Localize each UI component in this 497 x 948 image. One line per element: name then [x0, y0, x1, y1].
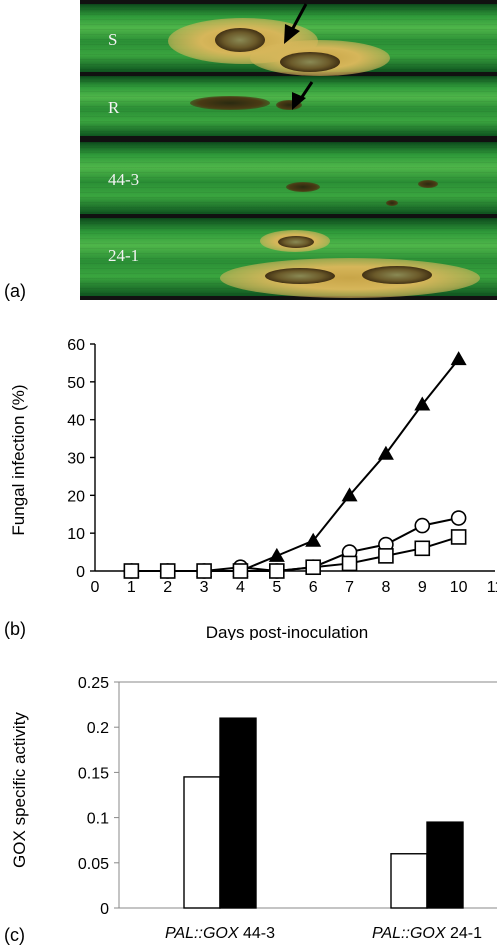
y-tick-label: 30	[67, 451, 85, 468]
x-tick-label: 6	[309, 579, 318, 596]
leaf-label-s: S	[108, 30, 118, 49]
leaf-r	[80, 76, 497, 136]
y-axis-label: GOX specific activity	[10, 712, 29, 868]
y-tick-label: 0.25	[78, 675, 109, 692]
y-tick-label: 20	[67, 488, 85, 505]
y-axis-label: Fungal infection (%)	[9, 384, 28, 535]
x-tick-label: 5	[272, 579, 281, 596]
category-label-italic: PAL::GOX	[165, 925, 240, 942]
panel-label-b: (b)	[4, 619, 26, 639]
square-point	[450, 529, 467, 545]
leaf-label-24-1: 24-1	[108, 246, 140, 265]
x-axis-label: Days post-inoculation	[206, 623, 369, 640]
x-tick-label: 4	[236, 579, 245, 596]
square-point	[269, 563, 285, 579]
square-point	[159, 563, 176, 579]
lesion	[220, 258, 480, 298]
x-category-label: PAL::GOX 24-1	[372, 925, 482, 942]
lesion	[362, 266, 432, 284]
x-tick-label: 11	[487, 579, 497, 596]
triangle-point	[341, 487, 358, 502]
square-point	[341, 555, 358, 572]
lesion	[280, 52, 340, 72]
square-point	[414, 540, 431, 557]
y-tick-label: 0	[76, 564, 85, 581]
arrow-icons	[284, 3, 314, 110]
square-point	[305, 559, 321, 576]
category-label-italic: PAL::GOX	[372, 925, 447, 942]
y-tick-label: 10	[67, 526, 85, 543]
black-bar	[219, 717, 257, 909]
triangle-point	[414, 396, 431, 411]
square-point	[232, 563, 249, 579]
square-point	[196, 563, 212, 579]
arrow-icon	[292, 81, 314, 110]
square-point	[378, 548, 394, 564]
y-tick-label: 0	[100, 901, 109, 918]
y-tick-label: 50	[67, 375, 85, 392]
series-line	[131, 517, 459, 573]
x-tick-label: 1	[127, 579, 136, 596]
leaf-photograph: S R 44-3 24-1	[80, 0, 497, 300]
triangle-point	[268, 547, 285, 562]
leaf-label-44-3: 44-3	[108, 170, 140, 189]
triangle-point	[305, 532, 322, 547]
white-bar	[390, 853, 428, 909]
series-line	[131, 535, 459, 572]
x-category-label: PAL::GOX 44-3	[165, 925, 275, 942]
panel-label-a: (a)	[4, 281, 26, 301]
circle-point	[414, 517, 431, 534]
gox-activity-chart: GOX specific activity 0 0.05 0.1 0.15 0.2 0.2…	[10, 675, 497, 942]
lesion	[418, 180, 438, 188]
lesion	[190, 96, 270, 110]
panel-label-c: (c)	[4, 925, 25, 945]
triangle-point	[450, 351, 467, 366]
triangle-point	[377, 445, 394, 460]
x-tick-label: 8	[381, 579, 390, 596]
lesion	[286, 182, 320, 192]
x-tick-label: 3	[200, 579, 209, 596]
fungal-infection-chart: Fungal infection (%) Days post-inoculati…	[9, 337, 497, 640]
y-tick-label: 0.1	[87, 811, 109, 828]
category-label-id: 24-1	[446, 925, 483, 942]
x-tick-label: 7	[345, 579, 354, 596]
square-point	[123, 563, 140, 579]
series-line	[131, 358, 460, 572]
lesion	[276, 100, 302, 110]
lesion	[386, 200, 398, 206]
arrow-icon	[284, 3, 308, 44]
y-tick-label: 0.05	[78, 856, 109, 873]
lesion	[265, 268, 335, 284]
y-tick-label: 40	[67, 413, 85, 430]
x-tick-label: 10	[450, 579, 468, 596]
x-tick-label: 0	[91, 579, 100, 596]
y-tick-label: 60	[67, 337, 85, 354]
black-bar	[426, 821, 464, 909]
leaf-44-3	[80, 142, 497, 214]
white-bar	[183, 776, 221, 909]
category-label-id: 44-3	[239, 925, 276, 942]
x-tick-label: 9	[418, 579, 427, 596]
x-tick-label: 2	[163, 579, 172, 596]
y-tick-label: 0.15	[78, 765, 109, 782]
lesion	[278, 236, 314, 248]
y-tick-label: 0.2	[87, 720, 109, 737]
leaf-label-r: R	[108, 98, 120, 117]
circle-point	[450, 510, 467, 526]
lesion	[215, 28, 265, 52]
